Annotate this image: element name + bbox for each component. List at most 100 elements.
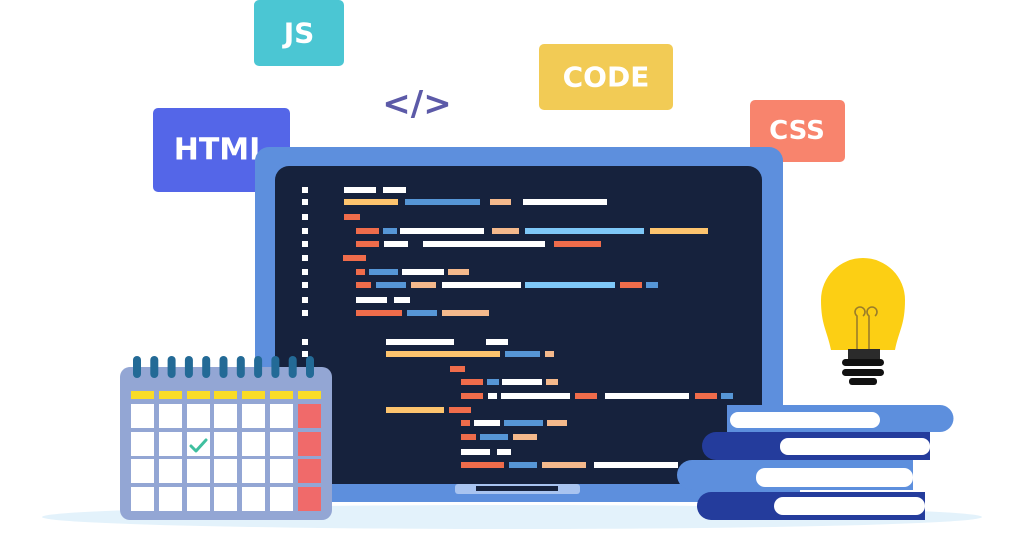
- css-badge: CSS: [750, 100, 845, 162]
- code-token: [474, 420, 500, 426]
- code-token: [480, 434, 508, 440]
- code-token: [461, 420, 470, 426]
- html-label: HTML: [174, 133, 269, 168]
- calendar-header-cell: [214, 391, 237, 399]
- code-token: [411, 282, 436, 288]
- calendar-header-cell: [298, 391, 321, 399]
- code-token: [546, 379, 558, 385]
- code-token: [400, 228, 484, 234]
- code-token: [344, 187, 376, 193]
- js-label: JS: [282, 17, 315, 50]
- calendar-day-cell: [131, 487, 154, 511]
- calendar-day-cell: [159, 404, 182, 428]
- code-token: [442, 310, 489, 316]
- calendar-day-cell: [214, 404, 237, 428]
- calendar-day-cell: [298, 459, 321, 483]
- code-token: [461, 393, 483, 399]
- code-lines: [302, 187, 733, 468]
- calendar-day-cell: [242, 459, 265, 483]
- code-badge: CODE: [539, 44, 673, 110]
- calendar-ring: [133, 356, 141, 378]
- code-token: [650, 228, 708, 234]
- calendar-ring: [219, 356, 228, 378]
- calendar-day-cell: [131, 432, 154, 456]
- calendar-header-cell: [131, 391, 154, 399]
- code-token: [509, 462, 537, 468]
- code-token: [386, 351, 500, 357]
- code-token: [344, 214, 360, 220]
- code-token: [504, 420, 543, 426]
- code-symbol: </>: [382, 84, 451, 124]
- calendar-day-cell: [131, 459, 154, 483]
- code-token: [486, 339, 508, 345]
- line-number-marker: [302, 187, 308, 193]
- code-token: [356, 297, 387, 303]
- code-token: [356, 228, 379, 234]
- calendar-header-cell: [159, 391, 182, 399]
- css-label: CSS: [769, 116, 825, 146]
- calendar-day-cell: [270, 404, 293, 428]
- line-number-marker: [302, 269, 308, 275]
- calendar-day-cell: [214, 487, 237, 511]
- line-number-marker: [302, 199, 308, 205]
- calendar-day-cell: [242, 404, 265, 428]
- calendar-ring: [271, 356, 280, 378]
- code-token: [488, 393, 497, 399]
- code-token: [594, 462, 678, 468]
- code-token: [386, 407, 444, 413]
- code-token: [461, 462, 504, 468]
- code-token: [502, 379, 542, 385]
- code-label: CODE: [563, 61, 650, 94]
- code-token: [525, 228, 644, 234]
- code-token: [505, 351, 540, 357]
- calendar-ring: [202, 356, 211, 378]
- code-token: [646, 282, 658, 288]
- line-number-marker: [302, 241, 308, 247]
- code-token: [356, 310, 402, 316]
- code-token: [423, 241, 545, 247]
- code-token: [356, 282, 371, 288]
- code-token: [501, 393, 570, 399]
- calendar-header-cell: [270, 391, 293, 399]
- line-number-marker: [302, 297, 308, 303]
- code-token: [448, 269, 469, 275]
- code-token: [554, 241, 601, 247]
- code-token: [620, 282, 642, 288]
- calendar-day-cell: [298, 432, 321, 456]
- code-token: [542, 462, 586, 468]
- code-token: [545, 351, 554, 357]
- code-token: [461, 434, 476, 440]
- code-token: [407, 310, 437, 316]
- calendar-day-cell: [131, 404, 154, 428]
- checkmark-icon: [189, 438, 208, 453]
- line-number-marker: [302, 351, 308, 357]
- calendar-day-cell: [187, 487, 210, 511]
- line-number-marker: [302, 214, 308, 220]
- code-token: [344, 199, 398, 205]
- code-token: [356, 269, 365, 275]
- code-token: [695, 393, 717, 399]
- code-token: [343, 255, 366, 261]
- calendar-day-cell: [214, 432, 237, 456]
- code-token: [450, 366, 465, 372]
- code-token: [547, 420, 567, 426]
- calendar-day-cell: [187, 432, 210, 456]
- calendar-ring: [167, 356, 176, 378]
- code-token: [383, 187, 406, 193]
- code-token: [523, 199, 607, 205]
- code-token: [405, 199, 480, 205]
- line-number-marker: [302, 255, 308, 261]
- calendar-day-cell: [270, 459, 293, 483]
- calendar-day-cell: [242, 432, 265, 456]
- calendar-ring: [236, 356, 245, 378]
- line-number-marker: [302, 339, 308, 345]
- code-token: [394, 297, 410, 303]
- calendar-ring: [306, 356, 314, 378]
- calendar-day-cell: [187, 459, 210, 483]
- calendar-day-cell: [187, 404, 210, 428]
- line-number-marker: [302, 228, 308, 234]
- code-token: [490, 199, 511, 205]
- code-token: [442, 282, 521, 288]
- calendar-day-cell: [270, 487, 293, 511]
